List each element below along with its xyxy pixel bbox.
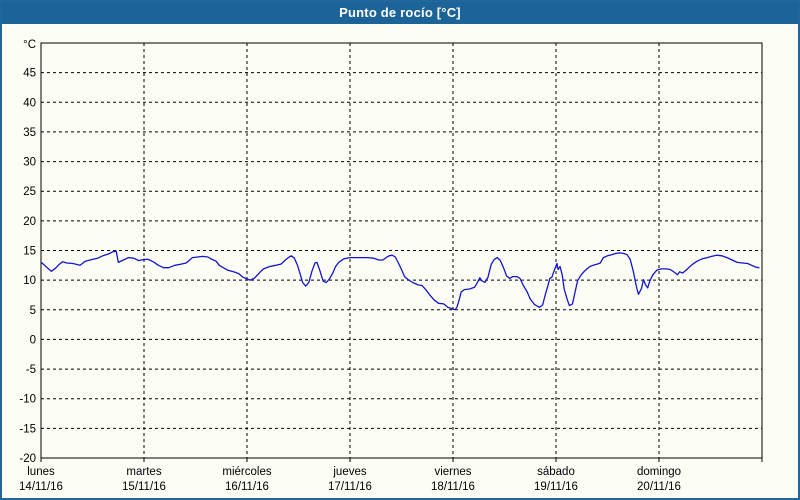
svg-text:0: 0 [30,334,36,346]
svg-text:domingo: domingo [637,466,681,478]
svg-text:30: 30 [23,157,36,169]
svg-text:18/11/16: 18/11/16 [431,481,475,493]
svg-text:17/11/16: 17/11/16 [328,481,372,493]
title-bar: Punto de rocío [°C] [2,2,798,24]
svg-text:-10: -10 [19,394,36,406]
svg-text:martes: martes [126,466,161,478]
svg-text:20/11/16: 20/11/16 [637,481,681,493]
svg-text:viernes: viernes [434,466,471,478]
svg-text:35: 35 [23,127,36,139]
svg-text:°C: °C [23,39,36,51]
svg-text:25: 25 [23,186,36,198]
svg-text:jueves: jueves [332,466,366,478]
svg-text:15/11/16: 15/11/16 [122,481,166,493]
chart-area: 45 40 35 30 25 20 15 10 5 0 -5 -10 -15 -20 °C lunes 14/1… [2,24,798,498]
svg-text:lunes: lunes [27,466,55,478]
svg-text:16/11/16: 16/11/16 [225,481,269,493]
svg-text:15: 15 [23,246,36,258]
svg-text:20: 20 [23,216,36,228]
svg-text:-5: -5 [26,364,36,376]
svg-text:19/11/16: 19/11/16 [534,481,578,493]
dew-point-chart: 45 40 35 30 25 20 15 10 5 0 -5 -10 -15 -20 °C lunes 14/1… [19,39,763,493]
svg-text:40: 40 [23,97,36,109]
svg-text:-20: -20 [19,453,36,465]
svg-text:45: 45 [23,68,36,80]
chart-title: Punto de rocío [°C] [339,5,461,20]
svg-text:miércoles: miércoles [222,466,271,478]
svg-text:10: 10 [23,275,36,287]
svg-text:14/11/16: 14/11/16 [19,481,63,493]
svg-text:-15: -15 [19,423,36,435]
svg-text:sábado: sábado [537,466,575,478]
svg-text:5: 5 [30,305,36,317]
